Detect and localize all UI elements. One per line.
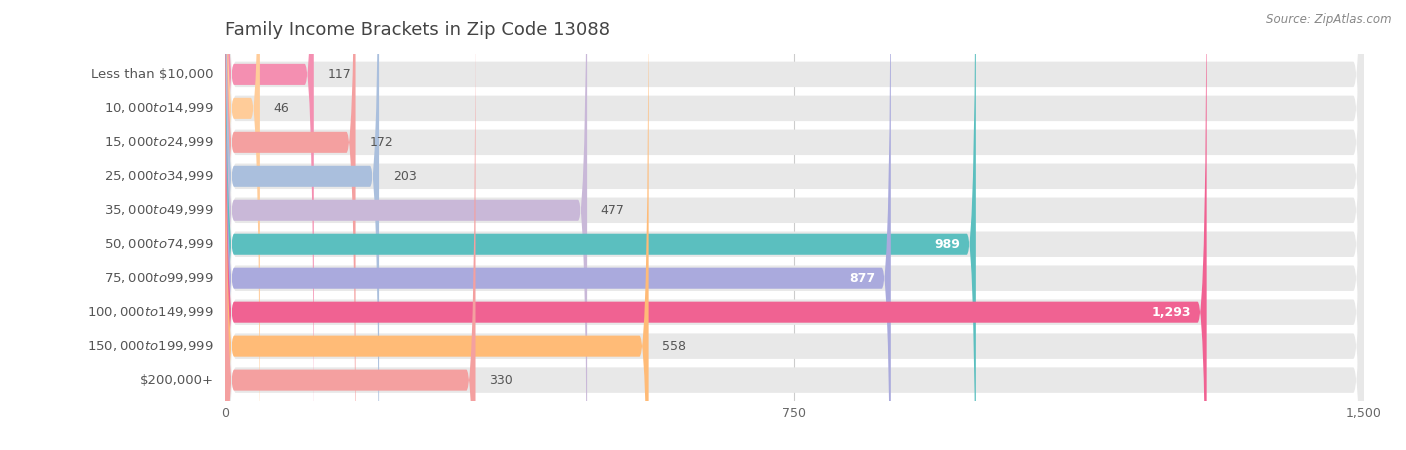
FancyBboxPatch shape [225,0,588,450]
Text: $35,000 to $49,999: $35,000 to $49,999 [104,203,214,217]
Text: Family Income Brackets in Zip Code 13088: Family Income Brackets in Zip Code 13088 [225,21,610,39]
Text: 172: 172 [370,136,392,149]
FancyBboxPatch shape [225,0,1364,450]
FancyBboxPatch shape [225,0,475,450]
FancyBboxPatch shape [225,0,1364,450]
Text: $200,000+: $200,000+ [139,374,214,387]
FancyBboxPatch shape [225,0,314,450]
Text: $10,000 to $14,999: $10,000 to $14,999 [104,101,214,115]
Text: $150,000 to $199,999: $150,000 to $199,999 [87,339,214,353]
FancyBboxPatch shape [225,0,1364,450]
Text: $100,000 to $149,999: $100,000 to $149,999 [87,305,214,319]
Text: Less than $10,000: Less than $10,000 [91,68,214,81]
FancyBboxPatch shape [225,0,1364,450]
Text: 989: 989 [935,238,960,251]
Text: 877: 877 [849,272,876,285]
FancyBboxPatch shape [225,0,1364,450]
Text: 477: 477 [600,204,624,217]
FancyBboxPatch shape [225,0,1364,450]
FancyBboxPatch shape [225,0,976,450]
Text: 46: 46 [274,102,290,115]
Text: 117: 117 [328,68,352,81]
FancyBboxPatch shape [225,0,648,450]
Text: $75,000 to $99,999: $75,000 to $99,999 [104,271,214,285]
Text: $25,000 to $34,999: $25,000 to $34,999 [104,169,214,183]
FancyBboxPatch shape [225,0,260,450]
Text: $15,000 to $24,999: $15,000 to $24,999 [104,135,214,149]
Text: 558: 558 [662,340,686,353]
Text: $50,000 to $74,999: $50,000 to $74,999 [104,237,214,251]
Text: 203: 203 [392,170,416,183]
FancyBboxPatch shape [225,0,1364,450]
FancyBboxPatch shape [225,0,1364,450]
FancyBboxPatch shape [225,0,1206,450]
Text: Source: ZipAtlas.com: Source: ZipAtlas.com [1267,14,1392,27]
FancyBboxPatch shape [225,0,380,450]
FancyBboxPatch shape [225,0,1364,450]
FancyBboxPatch shape [225,0,891,450]
Text: 330: 330 [489,374,513,387]
FancyBboxPatch shape [225,0,1364,450]
Text: 1,293: 1,293 [1152,306,1191,319]
FancyBboxPatch shape [225,0,356,450]
